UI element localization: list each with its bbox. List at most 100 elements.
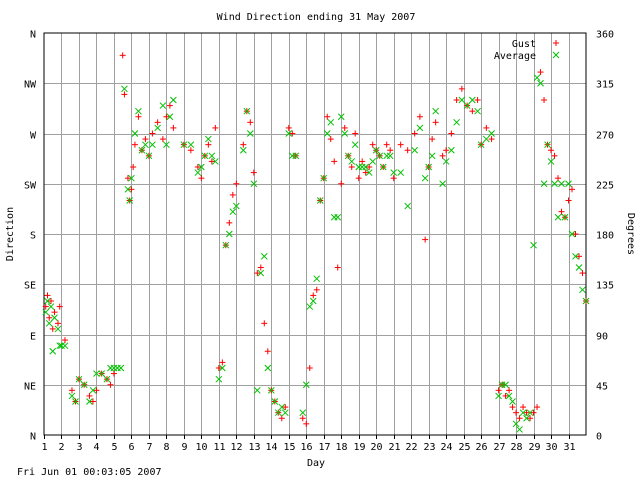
y-tick-label-right: 225 (596, 181, 614, 192)
marker-stroke (551, 180, 558, 188)
marker-stroke (86, 398, 93, 405)
x-tick-label: 26 (475, 442, 487, 453)
average-point (372, 146, 380, 154)
y-axis-left: N NE E SE S SW W NW N (24, 30, 37, 443)
gust-point (341, 124, 348, 131)
marker-stroke (416, 124, 424, 132)
average-point (246, 130, 254, 137)
marker-stroke (211, 158, 219, 165)
gust-point (149, 130, 156, 137)
average-point (554, 213, 562, 221)
average-point (582, 297, 590, 305)
marker-stroke (68, 392, 76, 400)
y-tick-label-right: 135 (596, 281, 614, 292)
gust-point (61, 337, 68, 344)
average-point (313, 275, 321, 283)
average-point (516, 426, 523, 433)
marker-stroke (482, 135, 490, 143)
marker-stroke (558, 180, 565, 188)
marker-stroke (386, 152, 394, 160)
average-point (379, 163, 387, 171)
marker-stroke (544, 141, 551, 149)
marker-stroke (488, 130, 495, 137)
y-axis-label-right: Degrees (625, 213, 636, 255)
gust-point (572, 231, 579, 237)
average-point (442, 158, 450, 165)
gust-point (458, 85, 465, 92)
average-point (458, 96, 466, 104)
gust-point (474, 97, 481, 103)
average-point (428, 152, 436, 160)
gust-point (558, 208, 565, 215)
average-point (453, 118, 460, 126)
average-point (369, 158, 377, 165)
average-point (257, 269, 265, 277)
average-point (86, 398, 93, 405)
x-tick-label: 6 (128, 442, 134, 453)
gust-point (520, 404, 527, 411)
marker-stroke (56, 342, 64, 350)
average-point (320, 174, 328, 182)
gust-point (208, 158, 215, 165)
x-tick-label: 13 (248, 442, 260, 453)
marker-stroke (47, 303, 55, 310)
gust-point (121, 91, 128, 98)
gust-point (198, 175, 205, 182)
average-point (42, 308, 50, 316)
gust-point (44, 292, 51, 299)
average-point (565, 180, 572, 188)
average-point (278, 403, 286, 411)
average-point (51, 314, 58, 322)
marker-stroke (93, 370, 100, 377)
marker-stroke (552, 51, 560, 59)
average-point (502, 381, 509, 389)
gust-point (219, 359, 226, 366)
marker-stroke (540, 180, 548, 188)
gust-point (215, 365, 222, 371)
gust-point (422, 236, 429, 243)
gust-point (289, 130, 296, 137)
average-point (267, 386, 275, 394)
x-tick-label: 14 (265, 442, 277, 453)
average-point (75, 375, 83, 383)
gust-point (49, 325, 56, 332)
x-tick-label: 19 (353, 442, 365, 453)
marker-stroke (51, 314, 58, 322)
marker-stroke (530, 241, 537, 249)
gust-point (212, 124, 219, 131)
gust-point (432, 119, 439, 126)
average-point (159, 102, 167, 109)
average-point (561, 213, 569, 221)
average-point (49, 347, 57, 355)
gust-point (495, 387, 502, 394)
gust-point (530, 409, 537, 416)
average-point (558, 180, 565, 188)
y-tick-label-left: N (30, 30, 36, 41)
marker-stroke (271, 398, 279, 405)
average-point (149, 141, 156, 149)
average-point (126, 197, 134, 204)
average-point (425, 163, 432, 171)
average-point (469, 96, 476, 104)
marker-stroke (89, 386, 97, 394)
gust-point (257, 264, 264, 271)
average-point (404, 202, 412, 210)
marker-stroke (260, 252, 268, 260)
average-point (540, 180, 548, 188)
average-point (243, 107, 251, 115)
gust-point (163, 113, 170, 120)
x-tick-label: 31 (563, 442, 575, 453)
gust-point (555, 175, 562, 182)
marker-stroke (376, 152, 384, 160)
average-point (327, 118, 335, 126)
average-point (523, 414, 530, 422)
marker-stroke (582, 297, 590, 305)
marker-stroke (512, 420, 520, 428)
gust-point (537, 69, 544, 76)
legend-marker-average (552, 51, 560, 59)
marker-stroke (411, 146, 419, 154)
average-point (306, 303, 314, 310)
average-point (98, 370, 106, 377)
y-tick-label-left: S (30, 231, 36, 242)
